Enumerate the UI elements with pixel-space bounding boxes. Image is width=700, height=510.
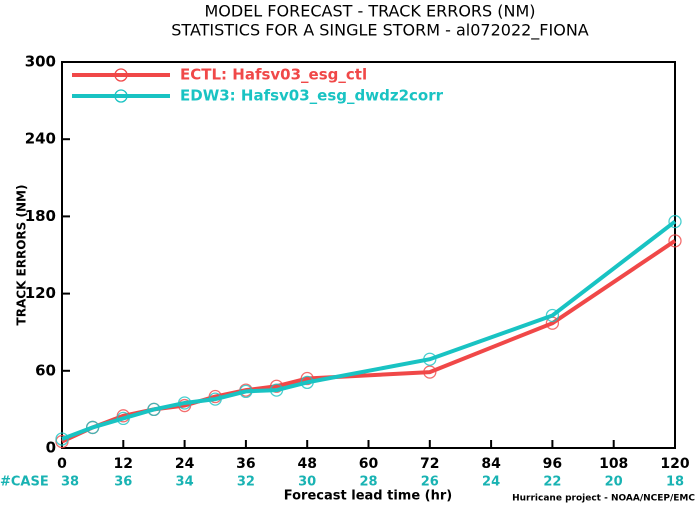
y-axis-label: TRACK ERRORS (NM) <box>15 185 29 326</box>
case-count: 18 <box>666 475 684 490</box>
case-count: 28 <box>359 475 377 490</box>
point-marker <box>269 383 284 397</box>
case-count: 20 <box>605 475 623 490</box>
y-tick-label: 300 <box>25 53 56 71</box>
point-marker <box>269 379 284 393</box>
x-axis-label: Forecast lead time (hr) <box>284 489 452 504</box>
x-tick-label: 72 <box>420 456 439 472</box>
footer: Hurricane project - NOAA/NCEP/EMC <box>512 494 695 504</box>
x-tick-label: 96 <box>543 456 562 472</box>
point-marker <box>239 384 253 399</box>
x-tick-label: 60 <box>359 456 379 472</box>
x-tick-label: 12 <box>114 456 133 472</box>
legend-marker <box>114 68 128 82</box>
point-marker <box>116 411 130 426</box>
point-marker <box>177 396 192 410</box>
x-tick-label: 0 <box>57 456 67 472</box>
y-tick-label: 120 <box>25 284 56 302</box>
x-tick-label: 120 <box>660 456 689 472</box>
case-count: 38 <box>61 475 79 490</box>
point-marker <box>55 432 69 446</box>
case-count: 32 <box>237 475 255 490</box>
point-marker <box>423 352 437 366</box>
x-tick-label: 108 <box>599 456 628 472</box>
point-marker <box>300 375 314 390</box>
y-tick-label: 240 <box>25 130 56 148</box>
case-count: 22 <box>543 475 561 490</box>
chart-subtitle: STATISTICS FOR A SINGLE STORM - al072022… <box>171 21 589 41</box>
chart-title: MODEL FORECAST - TRACK ERRORS (NM) <box>204 2 535 21</box>
plot-frame <box>61 61 676 449</box>
point-marker <box>545 308 560 323</box>
legend-label: EDW3: Hafsv03_esg_dwdz2corr <box>180 87 444 105</box>
x-tick-label: 36 <box>236 456 255 472</box>
x-tick-label: 24 <box>175 456 195 472</box>
point-marker <box>423 365 437 379</box>
point-marker <box>668 234 682 248</box>
y-tick-label: 180 <box>25 207 56 225</box>
series-line <box>61 219 677 441</box>
case-count: 34 <box>176 475 194 490</box>
case-label: #CASE <box>0 475 49 490</box>
y-tick-label: 0 <box>46 439 56 457</box>
legend-marker <box>114 89 128 103</box>
legend-label: ECTL: Hafsv03_esg_ctl <box>180 66 367 84</box>
x-tick-label: 48 <box>297 456 316 472</box>
y-tick-label: 60 <box>35 361 56 379</box>
case-count: 24 <box>482 475 500 490</box>
case-count: 36 <box>114 475 132 490</box>
point-marker <box>300 371 314 386</box>
case-count: 30 <box>298 475 316 490</box>
case-count: 26 <box>421 475 439 490</box>
point-marker <box>147 402 161 417</box>
point-marker <box>86 420 100 435</box>
point-marker <box>208 392 222 406</box>
x-tick-label: 84 <box>481 456 501 472</box>
point-marker <box>668 214 682 229</box>
